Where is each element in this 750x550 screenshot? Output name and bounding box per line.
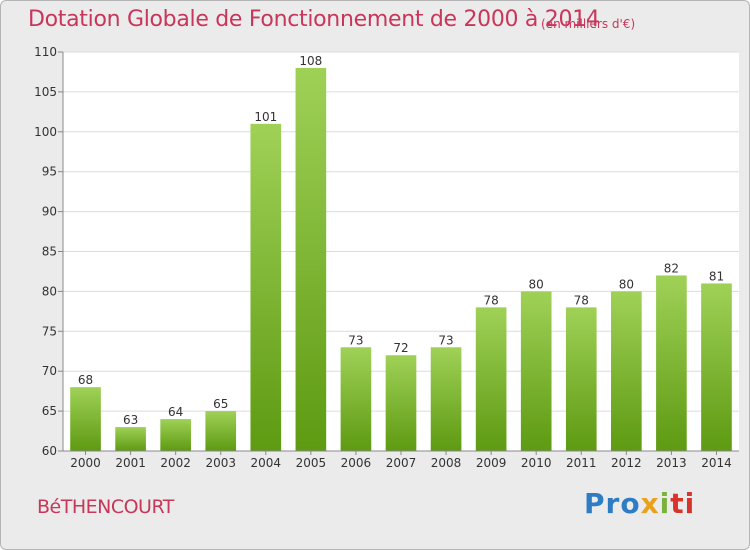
x-tick-label-2006: 2006	[341, 456, 372, 470]
chart-title: Dotation Globale de Fonctionnement de 20…	[28, 7, 600, 32]
x-tick-label-2000: 2000	[70, 456, 101, 470]
data-label-2002: 64	[168, 405, 183, 419]
y-tick-label: 60	[42, 444, 57, 458]
logo-part-x: x	[640, 487, 660, 520]
y-tick-label: 105	[34, 85, 57, 99]
logo-part-pro: Pro	[584, 487, 641, 520]
commune-name: BéTHENCOURT	[37, 496, 174, 518]
x-tick-label-2011: 2011	[566, 456, 597, 470]
data-label-2009: 78	[483, 293, 498, 307]
x-tick-label-2012: 2012	[611, 456, 642, 470]
bar-2014	[701, 283, 732, 451]
y-tick-label: 85	[42, 245, 57, 259]
x-tick-label-2003: 2003	[205, 456, 236, 470]
bar-2000	[70, 387, 101, 451]
y-tick-label: 110	[34, 45, 57, 59]
y-tick-label: 70	[42, 364, 57, 378]
data-label-2007: 72	[393, 341, 408, 355]
chart-subtitle: (en milliers d'€)	[541, 17, 636, 31]
bar-2004	[250, 123, 282, 451]
data-label-2010: 80	[529, 277, 544, 291]
bar-2009	[475, 307, 507, 451]
x-tick-label-2004: 2004	[251, 456, 282, 470]
bar-2010	[520, 291, 552, 451]
logo-part-i: i	[659, 487, 671, 520]
logo-part-ti: ti	[670, 487, 696, 520]
data-label-2004: 101	[254, 110, 277, 124]
x-tick-label-2002: 2002	[160, 456, 191, 470]
bar-2003	[205, 411, 237, 451]
data-label-2013: 82	[664, 261, 679, 275]
data-label-2006: 73	[348, 333, 363, 347]
data-label-2012: 80	[619, 277, 634, 291]
y-tick-label: 75	[42, 324, 57, 338]
data-label-2005: 108	[299, 54, 322, 68]
data-label-2003: 65	[213, 397, 228, 411]
y-tick-label: 90	[42, 205, 57, 219]
x-tick-label-2013: 2013	[656, 456, 687, 470]
bar-2005	[295, 67, 327, 452]
bar-2013	[656, 275, 687, 451]
x-tick-label-2010: 2010	[521, 456, 552, 470]
x-tick-label-2007: 2007	[386, 456, 417, 470]
y-tick-label: 80	[42, 284, 57, 298]
y-tick-label: 65	[42, 404, 57, 418]
bar-2007	[385, 355, 417, 451]
x-tick-label-2001: 2001	[115, 456, 146, 470]
data-label-2014: 81	[709, 269, 724, 283]
y-tick-label: 100	[34, 125, 57, 139]
y-tick-label: 95	[42, 165, 57, 179]
x-tick-label-2014: 2014	[701, 456, 732, 470]
x-tick-label-2005: 2005	[296, 456, 327, 470]
data-label-2000: 68	[78, 373, 93, 387]
data-label-2001: 63	[123, 413, 138, 427]
bar-2002	[160, 419, 191, 451]
bar-2001	[115, 427, 146, 451]
x-tick-label-2008: 2008	[431, 456, 462, 470]
bar-2011	[565, 307, 597, 451]
data-label-2011: 78	[574, 293, 589, 307]
bar-2006	[340, 347, 372, 451]
data-label-2008: 73	[438, 333, 453, 347]
bar-2008	[430, 347, 462, 451]
x-tick-label-2009: 2009	[476, 456, 507, 470]
proxiti-logo[interactable]: Proxiti	[584, 487, 695, 520]
bar-2012	[611, 291, 642, 451]
